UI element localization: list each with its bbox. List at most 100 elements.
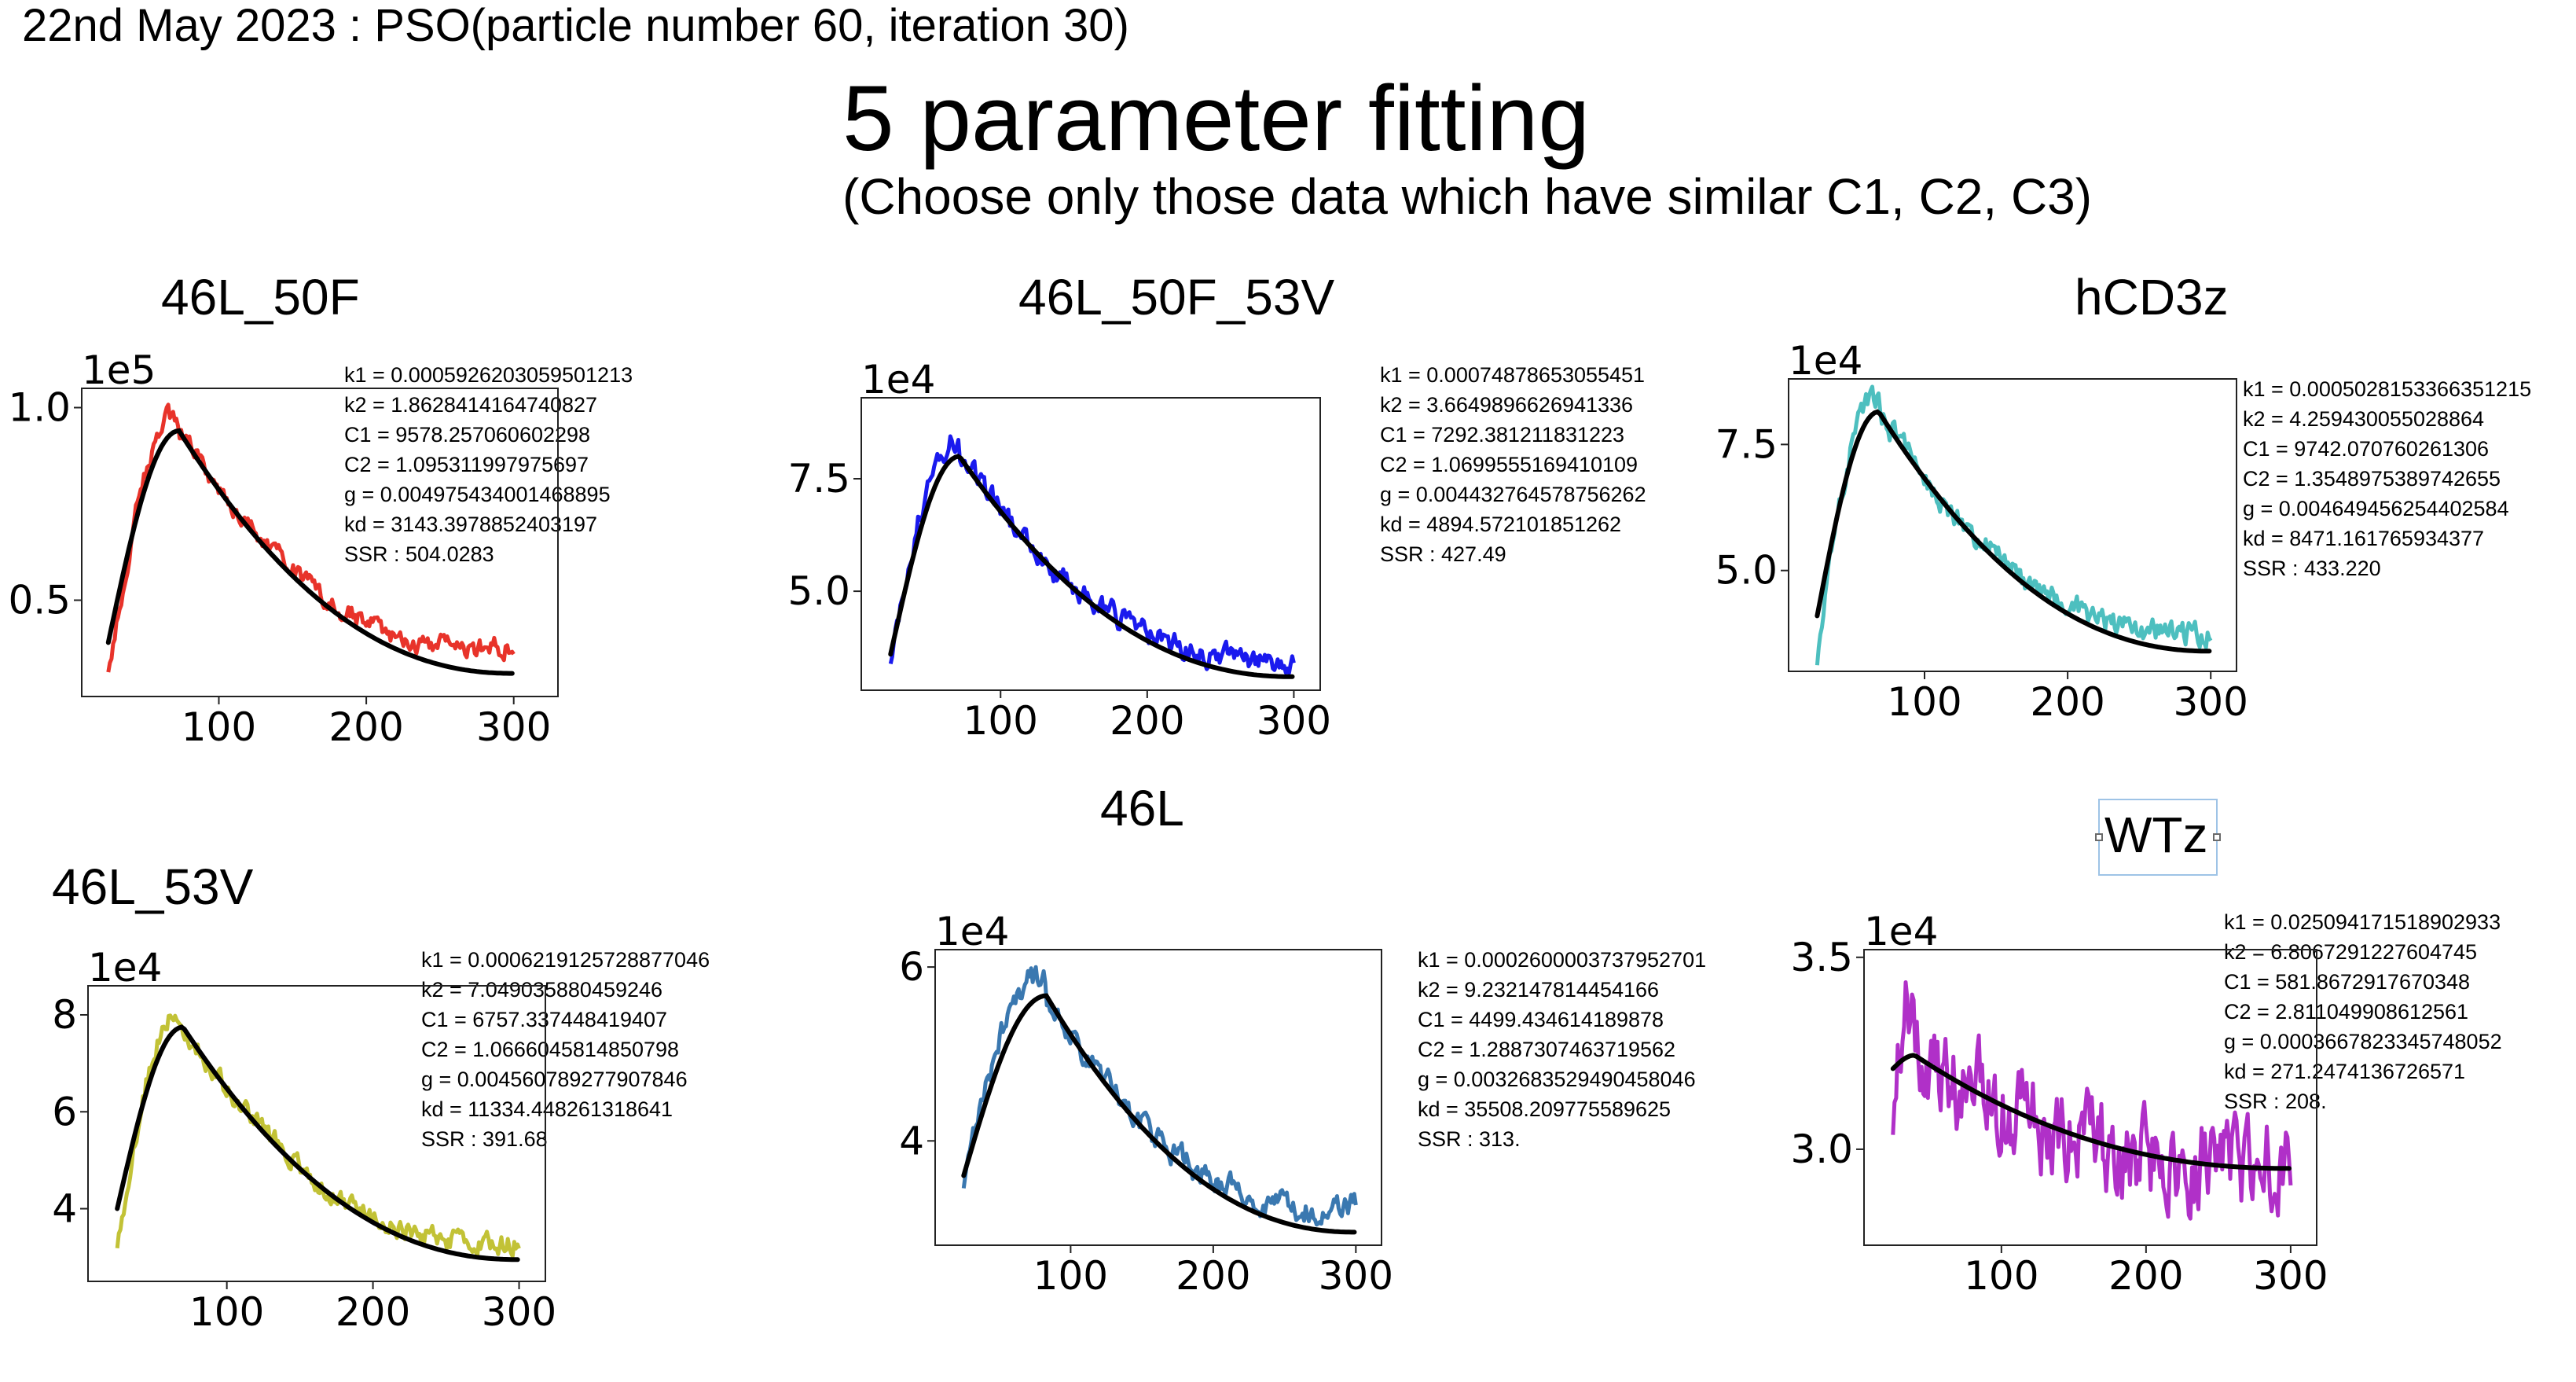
param-line: C1 = 9742.070760261306	[2243, 437, 2490, 461]
fit-curve-line	[115, 1024, 520, 1263]
resize-handle-left[interactable]	[2095, 833, 2103, 841]
data-series-line	[1815, 384, 2213, 666]
x-tick-label: 200	[1176, 1253, 1250, 1299]
y-tick-label: 5.0	[1715, 548, 1778, 594]
fit-curve-line	[1815, 409, 2212, 654]
y-tick-label: 4	[899, 1118, 924, 1163]
param-line: kd = 271.2474136726571	[2224, 1060, 2466, 1083]
param-line: k1 = 0.00074878653055451	[1380, 363, 1646, 387]
x-tick-label: 300	[482, 1289, 556, 1335]
param-line: SSR : 433.220	[2243, 557, 2381, 580]
param-block-46l-50f: k1 = 0.0005926203059501213 k2 = 1.862841…	[344, 360, 633, 569]
x-tick-label: 100	[189, 1289, 264, 1335]
panel-title-46l-50f: 46L_50F	[161, 269, 360, 325]
axis-offset-label: 1e5	[82, 347, 156, 393]
panel-title-46l: 46L	[1100, 780, 1184, 836]
param-line: k1 = 0.0005926203059501213	[344, 363, 633, 387]
plot-frame	[1863, 949, 2317, 1246]
fit-curve-line	[105, 428, 515, 676]
param-line: kd = 8471.161765934377	[2243, 527, 2485, 550]
param-line: k1 = 0.0005028153366351215	[2243, 377, 2532, 401]
y-tick-label: 6	[899, 944, 924, 990]
param-line: k2 = 6.8067291227604745	[2224, 940, 2478, 964]
x-tick-label: 100	[963, 698, 1038, 744]
param-block-wtz: k1 = 0.025094171518902933 k2 = 6.8067291…	[2224, 907, 2502, 1116]
resize-handle-right[interactable]	[2213, 833, 2221, 841]
x-tick-label: 200	[336, 1289, 410, 1335]
y-tick-label: 7.5	[1715, 421, 1778, 467]
param-line: C1 = 6757.337448419407	[421, 1008, 668, 1031]
param-line: g = 0.004432764578756262	[1380, 483, 1646, 506]
param-line: C1 = 4499.434614189878	[1418, 1008, 1664, 1031]
param-line: k1 = 0.025094171518902933	[2224, 910, 2501, 934]
x-tick-label: 200	[1110, 698, 1184, 744]
param-line: g = 0.0003667823345748052	[2224, 1030, 2502, 1053]
param-line: SSR : 313.	[1418, 1127, 1521, 1151]
x-tick-label: 200	[2108, 1253, 2183, 1299]
param-line: C1 = 7292.381211831223	[1380, 423, 1625, 447]
plot-frame	[87, 985, 546, 1282]
y-tick-label: 3.0	[1790, 1127, 1853, 1172]
param-line: kd = 35508.209775589625	[1418, 1097, 1671, 1121]
param-line: k1 = 0.0002600003737952701	[1418, 948, 1707, 972]
param-line: kd = 4894.572101851262	[1380, 513, 1622, 536]
data-series-line	[106, 402, 516, 673]
param-line: g = 0.004649456254402584	[2243, 497, 2509, 520]
param-line: kd = 11334.448261318641	[421, 1097, 673, 1121]
plot-frame	[934, 949, 1382, 1246]
param-line: SSR : 208.	[2224, 1090, 2327, 1113]
fit-curve-line	[961, 993, 1357, 1235]
axis-offset-label: 1e4	[88, 945, 162, 991]
plot-frame	[861, 397, 1321, 691]
y-tick-label: 8	[52, 992, 77, 1038]
x-tick-label: 300	[1257, 698, 1331, 744]
param-line: C2 = 1.0699555169410109	[1380, 453, 1638, 476]
x-tick-label: 100	[1033, 1253, 1108, 1299]
y-tick-label: 6	[52, 1089, 77, 1134]
param-block-46l: k1 = 0.0002600003737952701 k2 = 9.232147…	[1418, 945, 1706, 1154]
param-line: C2 = 1.095311997975697	[344, 453, 589, 476]
panel-title-46l-53v: 46L_53V	[52, 858, 254, 915]
param-line: k2 = 1.8628414164740827	[344, 393, 598, 417]
axis-offset-label: 1e4	[861, 357, 935, 402]
param-line: C2 = 1.2887307463719562	[1418, 1038, 1676, 1061]
y-tick-label: 0.5	[8, 578, 71, 623]
data-series-line	[115, 1013, 521, 1259]
x-tick-label: 200	[2030, 679, 2104, 725]
y-tick-label: 5.0	[787, 568, 850, 614]
param-line: g = 0.004975434001468895	[344, 483, 611, 506]
y-tick-label: 1.0	[8, 385, 71, 431]
y-tick-label: 3.5	[1790, 935, 1853, 980]
param-line: k2 = 9.232147814454166	[1418, 978, 1660, 1002]
param-line: k2 = 7.049035880459246	[421, 978, 663, 1002]
x-tick-label: 100	[1887, 679, 1961, 725]
x-tick-label: 300	[1319, 1253, 1393, 1299]
param-line: C1 = 9578.257060602298	[344, 423, 591, 447]
param-line: SSR : 504.0283	[344, 542, 494, 566]
data-series-line	[888, 434, 1296, 675]
param-block-46l-50f-53v: k1 = 0.00074878653055451 k2 = 3.66498966…	[1380, 360, 1646, 569]
axis-offset-label: 1e4	[935, 909, 1009, 954]
main-title: 5 parameter fitting	[842, 67, 1591, 171]
param-line: C2 = 1.3548975389742655	[2243, 467, 2501, 491]
x-tick-label: 100	[1964, 1253, 2038, 1299]
param-line: C2 = 2.811049908612561	[2224, 1000, 2469, 1024]
x-tick-label: 100	[182, 704, 256, 750]
param-line: C1 = 581.8672917670348	[2224, 970, 2471, 994]
param-block-46l-53v: k1 = 0.0006219125728877046 k2 = 7.049035…	[421, 945, 710, 1154]
panel-title-wtz: WTz	[2104, 807, 2208, 863]
plot-frame	[81, 388, 559, 697]
fit-curve-line	[888, 454, 1295, 679]
x-tick-label: 300	[476, 704, 551, 750]
wtz-title-textbox[interactable]	[2095, 799, 2221, 876]
data-series-line	[1891, 980, 2293, 1221]
param-line: g = 0.004560789277907846	[421, 1068, 688, 1091]
panel-title-hcd3z: hCD3z	[2075, 269, 2229, 325]
x-tick-label: 300	[2253, 1253, 2328, 1299]
